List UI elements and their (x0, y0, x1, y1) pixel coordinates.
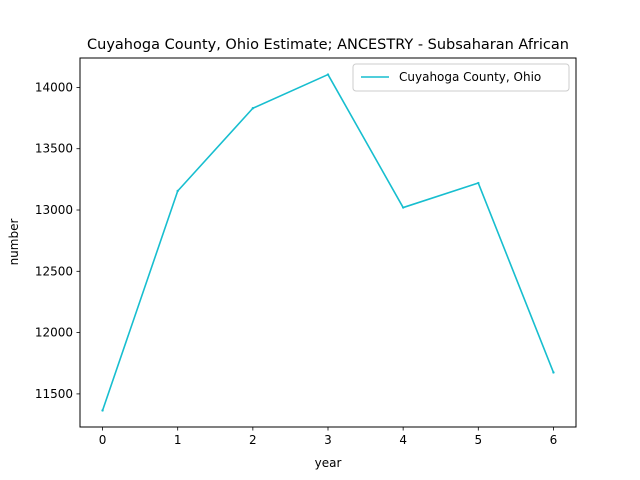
x-tick-label: 5 (474, 433, 482, 447)
plot-frame (79, 57, 577, 428)
data-point (101, 409, 104, 412)
data-point (401, 206, 405, 209)
x-tick-label: 3 (324, 433, 332, 447)
x-axis-label: year (315, 456, 342, 470)
chart-title: Cuyahoga County, Ohio Estimate; ANCESTRY… (87, 37, 569, 53)
data-point (326, 73, 330, 76)
data-point (251, 107, 255, 110)
y-tick-label: 12000 (35, 326, 73, 340)
y-tick-label: 13500 (35, 142, 73, 156)
x-tick-label: 1 (174, 433, 182, 447)
series-layer (101, 73, 555, 412)
y-tick-label: 14000 (35, 80, 73, 94)
x-tick-label: 4 (399, 433, 407, 447)
plot-area (80, 58, 576, 427)
y-axis: 11500 12000 12500 13000 13500 14000 (35, 80, 80, 401)
legend: Cuyahoga County, Ohio (352, 63, 570, 92)
y-axis-label: number (7, 219, 21, 266)
legend-label: Cuyahoga County, Ohio (399, 70, 541, 84)
data-point (477, 181, 480, 185)
data-point (552, 371, 555, 374)
x-tick-label: 0 (99, 433, 107, 447)
x-axis: 0 1 2 3 4 5 6 (99, 427, 558, 447)
y-tick-label: 13000 (35, 203, 73, 217)
data-point (176, 189, 179, 193)
y-tick-label: 11500 (35, 387, 73, 401)
legend-box (352, 63, 570, 92)
y-tick-label: 12500 (35, 264, 73, 278)
x-tick-label: 6 (550, 433, 558, 447)
x-tick-label: 2 (249, 433, 257, 447)
